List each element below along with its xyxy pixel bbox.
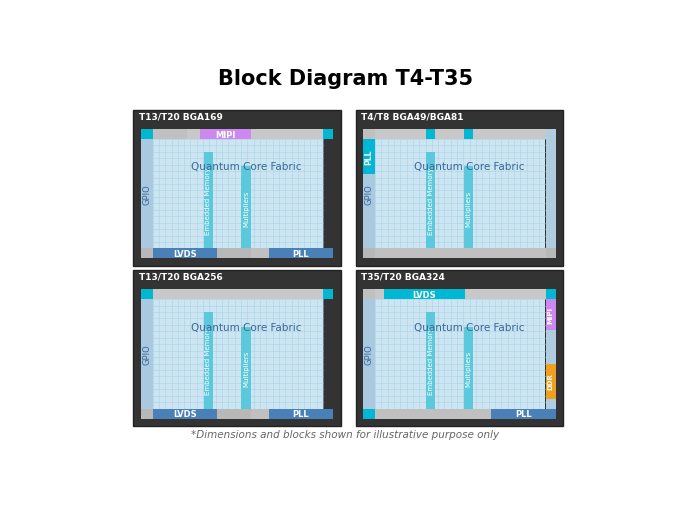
Bar xyxy=(464,130,473,140)
Text: DDR: DDR xyxy=(547,373,554,390)
Bar xyxy=(363,140,375,175)
Bar xyxy=(153,249,217,259)
Bar xyxy=(356,111,564,267)
Bar xyxy=(363,130,375,140)
Bar xyxy=(426,313,435,409)
Bar xyxy=(363,130,556,140)
Bar xyxy=(545,289,556,299)
Text: GPIO: GPIO xyxy=(364,344,374,365)
Bar xyxy=(545,140,556,249)
Bar xyxy=(204,313,213,409)
Bar xyxy=(323,130,333,140)
Bar xyxy=(141,130,333,140)
Text: Embedded Memory: Embedded Memory xyxy=(428,167,434,235)
Bar xyxy=(545,299,556,409)
Text: Multipliers: Multipliers xyxy=(465,190,471,226)
Bar xyxy=(200,130,252,140)
Bar xyxy=(217,249,252,259)
Bar xyxy=(153,130,187,140)
Bar xyxy=(464,327,473,409)
Text: GPIO: GPIO xyxy=(142,344,151,365)
Text: T13/T20 BGA256: T13/T20 BGA256 xyxy=(138,272,222,281)
Bar xyxy=(133,111,341,267)
Bar xyxy=(153,409,217,419)
Bar xyxy=(363,249,375,259)
Bar xyxy=(375,299,545,409)
Bar xyxy=(383,289,465,299)
Bar xyxy=(241,327,250,409)
Bar xyxy=(241,167,250,249)
Bar xyxy=(363,409,375,419)
Text: Embedded Memory: Embedded Memory xyxy=(205,167,211,235)
Bar xyxy=(141,249,153,259)
Bar xyxy=(545,364,556,399)
Bar xyxy=(363,289,556,299)
Text: Quantum Core Fabric: Quantum Core Fabric xyxy=(191,322,302,332)
Bar xyxy=(323,289,333,299)
Text: T35/T20 BGA324: T35/T20 BGA324 xyxy=(361,272,445,281)
Bar xyxy=(204,153,213,249)
Text: *Dimensions and blocks shown for illustrative purpose only: *Dimensions and blocks shown for illustr… xyxy=(192,429,500,439)
Text: Quantum Core Fabric: Quantum Core Fabric xyxy=(414,322,524,332)
Text: Embedded Memory: Embedded Memory xyxy=(205,327,211,394)
Text: T4/T8 BGA49/BGA81: T4/T8 BGA49/BGA81 xyxy=(361,112,464,121)
Bar xyxy=(363,299,375,409)
Bar xyxy=(141,249,333,259)
Text: LVDS: LVDS xyxy=(412,290,436,299)
Bar xyxy=(141,130,153,140)
Bar xyxy=(464,167,473,249)
Bar xyxy=(141,409,333,419)
Text: Quantum Core Fabric: Quantum Core Fabric xyxy=(191,162,302,172)
Text: MIPI: MIPI xyxy=(216,130,236,139)
Text: Multipliers: Multipliers xyxy=(243,190,249,226)
Text: Quantum Core Fabric: Quantum Core Fabric xyxy=(414,162,524,172)
Bar xyxy=(363,409,375,419)
Bar xyxy=(141,289,333,299)
Bar xyxy=(153,140,323,249)
Text: Block Diagram T4-T35: Block Diagram T4-T35 xyxy=(218,69,473,89)
Bar xyxy=(426,130,435,140)
Bar xyxy=(269,249,333,259)
Bar xyxy=(141,299,153,409)
Bar xyxy=(269,409,333,419)
Text: GPIO: GPIO xyxy=(142,184,151,205)
Bar xyxy=(133,270,341,426)
Text: LVDS: LVDS xyxy=(173,409,197,418)
Bar xyxy=(356,270,564,426)
Bar xyxy=(153,299,323,409)
Bar xyxy=(491,409,556,419)
Bar xyxy=(545,249,556,259)
Bar xyxy=(363,249,556,259)
Text: MIPI: MIPI xyxy=(547,307,554,323)
Bar xyxy=(545,130,556,140)
Text: PLL: PLL xyxy=(292,249,309,259)
Bar xyxy=(141,140,153,249)
Bar xyxy=(363,140,375,249)
Bar xyxy=(141,289,153,299)
Text: T13/T20 BGA169: T13/T20 BGA169 xyxy=(138,112,223,121)
Bar xyxy=(426,153,435,249)
Bar xyxy=(375,140,545,249)
Text: PLL: PLL xyxy=(292,409,309,418)
Bar xyxy=(545,299,556,330)
Bar xyxy=(363,409,375,419)
Bar xyxy=(217,409,252,419)
Text: PLL: PLL xyxy=(364,149,374,165)
Text: PLL: PLL xyxy=(515,409,532,418)
Text: GPIO: GPIO xyxy=(364,184,374,205)
Bar xyxy=(363,409,556,419)
Bar xyxy=(363,289,375,299)
Text: Embedded Memory: Embedded Memory xyxy=(428,327,434,394)
Text: Multipliers: Multipliers xyxy=(465,349,471,386)
Text: Multipliers: Multipliers xyxy=(243,349,249,386)
Text: LVDS: LVDS xyxy=(173,249,197,259)
Bar xyxy=(141,409,153,419)
